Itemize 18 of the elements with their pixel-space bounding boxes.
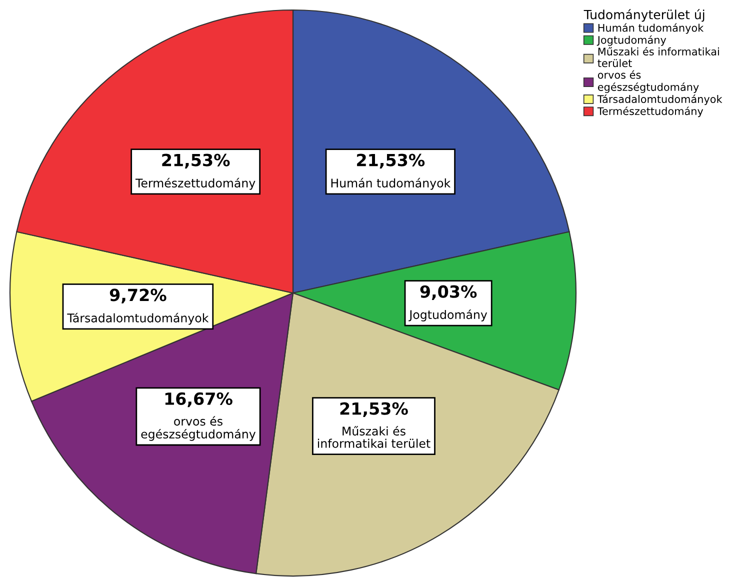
legend-label: Humán tudományok (598, 23, 704, 34)
data-label: 16,67% (165, 392, 232, 408)
legend-label: orvos és egészségtudomány (598, 70, 699, 93)
data-label: 21,53% (357, 154, 425, 168)
slice-label: Társadalomtudományok (67, 312, 209, 325)
legend-title: Tudományterület új (584, 9, 704, 22)
slice-label: Humán tudományok (331, 178, 451, 190)
slice-label: Műszaki és informatikai terület (318, 426, 430, 448)
data-label: 9,72% (110, 288, 166, 304)
slice-label: Jogtudomány (408, 309, 488, 322)
legend-label: Természettudomány (597, 106, 704, 118)
data-label: 21,53% (340, 402, 408, 417)
slice-label: orvos és egészségtudomány (141, 416, 256, 441)
slice-label: Természettudomány (135, 178, 256, 190)
data-label: 9,03% (420, 285, 477, 300)
legend-label: Jogtudomány (596, 35, 666, 46)
legend-label: Társadalomtudományok (597, 94, 722, 106)
data-label: 21,53% (162, 154, 230, 168)
